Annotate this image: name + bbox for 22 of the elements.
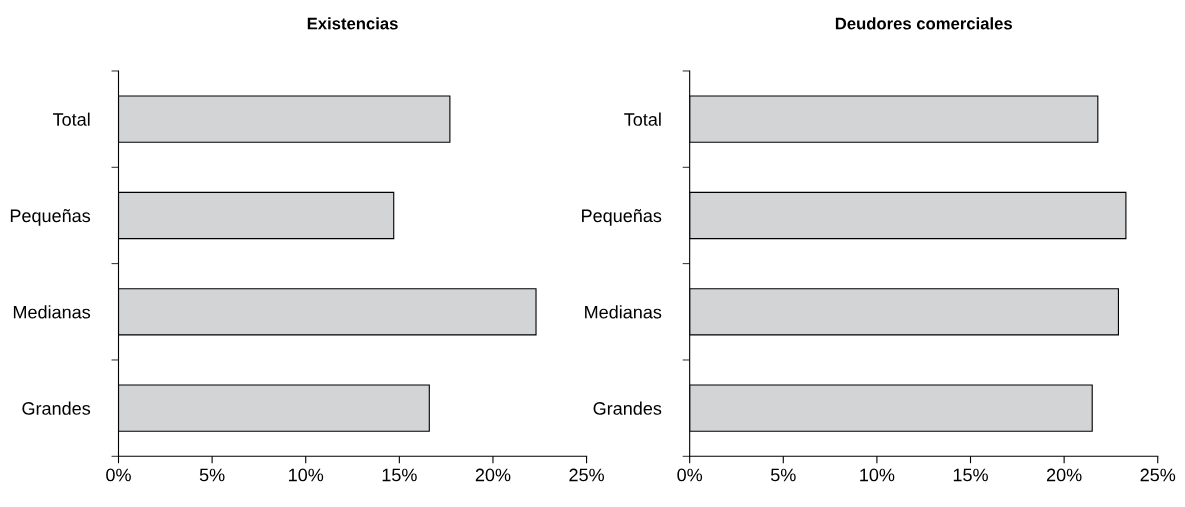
y-tick-label: Grandes bbox=[22, 401, 91, 415]
y-tick-label: Total bbox=[53, 112, 90, 126]
y-tick-label: Total bbox=[624, 112, 661, 126]
x-tick-label: 20% bbox=[475, 468, 511, 482]
y-tick-label: Grandes bbox=[593, 401, 662, 415]
x-tick-label: 0% bbox=[106, 468, 131, 482]
x-tick-label: 25% bbox=[1140, 468, 1176, 482]
x-tick-label: 10% bbox=[289, 468, 324, 482]
x-tick-label: 25% bbox=[569, 468, 604, 482]
y-tick-label: Medianas bbox=[13, 305, 91, 319]
x-tick-label: 10% bbox=[860, 468, 895, 482]
y-tick-label: Medianas bbox=[585, 305, 662, 319]
y-tick-label: Pequeñas bbox=[582, 209, 662, 226]
y-tick-label: Pequeñas bbox=[10, 209, 91, 226]
chart-title: Existencias bbox=[307, 17, 398, 30]
x-tick-label: 5% bbox=[199, 468, 225, 482]
x-tick-label: 20% bbox=[1046, 468, 1082, 482]
x-tick-label: 15% bbox=[382, 468, 417, 482]
chart-title: Deudores comerciales bbox=[835, 17, 1012, 30]
x-tick-label: 5% bbox=[770, 468, 796, 482]
x-tick-label: 0% bbox=[677, 468, 703, 482]
x-tick-label: 15% bbox=[953, 468, 988, 482]
